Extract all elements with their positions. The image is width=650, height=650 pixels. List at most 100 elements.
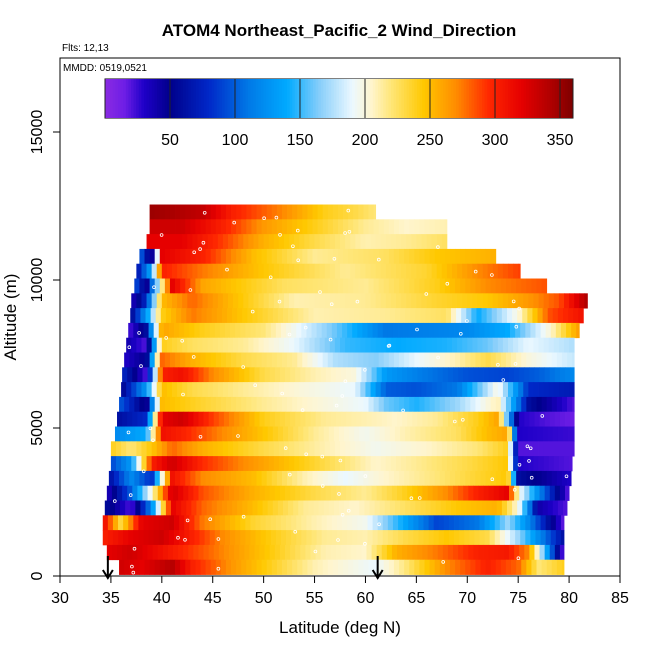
heatmap-cell — [540, 530, 547, 546]
heatmap-cell — [508, 263, 514, 279]
heatmap-cell — [492, 382, 499, 398]
heatmap-cell — [209, 322, 216, 339]
heatmap-cell — [473, 485, 479, 501]
heatmap-cell — [310, 367, 316, 383]
heatmap-cell — [570, 367, 575, 383]
heatmap-cell — [554, 485, 561, 501]
heatmap-cell — [379, 500, 386, 516]
heatmap-cell — [465, 470, 471, 487]
heatmap-cell — [266, 248, 273, 265]
colorbar-swatch — [430, 79, 434, 118]
heatmap-cell — [267, 426, 274, 442]
heatmap-cell — [281, 396, 288, 413]
heatmap-cell — [159, 248, 166, 265]
heatmap-cell — [243, 382, 249, 398]
heatmap-cell — [442, 485, 449, 501]
heatmap-cell — [198, 544, 204, 561]
colorbar-swatch — [105, 79, 109, 118]
heatmap-cell — [378, 278, 385, 294]
heatmap-cell — [278, 456, 285, 472]
heatmap-cell — [130, 426, 136, 442]
heatmap-cell — [188, 485, 194, 501]
heatmap-cell — [235, 515, 241, 531]
heatmap-cell — [389, 308, 396, 324]
heatmap-cell — [280, 322, 287, 339]
heatmap-cell — [298, 500, 304, 516]
heatmap-cell — [180, 204, 186, 220]
heatmap-cell — [306, 322, 312, 339]
heatmap-cell — [195, 559, 201, 575]
heatmap-cell — [275, 515, 282, 531]
observation-point — [346, 208, 351, 213]
heatmap-cell — [537, 308, 544, 324]
observation-point — [164, 336, 169, 340]
observation-point — [332, 256, 337, 261]
heatmap-cell — [511, 470, 517, 487]
heatmap-cell — [317, 352, 324, 368]
heatmap-cell — [383, 559, 390, 575]
heatmap-cell — [434, 470, 441, 487]
heatmap-cell — [346, 411, 352, 427]
heatmap-cell — [129, 352, 135, 368]
heatmap-cell — [470, 278, 476, 294]
heatmap-cell — [130, 500, 136, 516]
heatmap-cell — [308, 308, 314, 324]
heatmap-cell — [309, 293, 315, 309]
heatmap-cell — [469, 515, 475, 531]
heatmap-cell — [360, 456, 366, 472]
heatmap-cell — [341, 411, 347, 427]
heatmap-cell — [365, 263, 371, 279]
colorbar-swatch — [136, 79, 140, 118]
heatmap-cell — [455, 248, 461, 265]
heatmap-cell — [157, 367, 164, 383]
heatmap-cell — [180, 219, 186, 235]
heatmap-cell — [430, 426, 437, 442]
heatmap-cell — [292, 248, 298, 265]
colorbar-swatch — [440, 79, 444, 118]
heatmap-cell — [277, 500, 284, 516]
heatmap-cell — [190, 204, 196, 220]
colorbar-swatch — [227, 79, 231, 118]
heatmap-cell — [424, 470, 430, 487]
heatmap-cell — [354, 308, 360, 324]
heatmap-cell — [471, 308, 477, 324]
heatmap-cell — [225, 204, 232, 220]
heatmap-cell — [423, 515, 429, 531]
heatmap-cell — [383, 278, 390, 294]
heatmap-cell — [235, 530, 241, 546]
heatmap-cell — [332, 204, 339, 220]
heatmap-cell — [314, 382, 321, 398]
heatmap-cell — [273, 263, 280, 279]
colorbar-swatch — [263, 79, 267, 118]
colorbar-tick-label: 50 — [161, 132, 179, 149]
heatmap-cell — [302, 278, 308, 294]
heatmap-cell — [231, 278, 237, 294]
heatmap-cell — [273, 441, 280, 457]
heatmap-cell — [559, 485, 566, 501]
observation-point — [253, 383, 258, 388]
colorbar-swatch — [380, 79, 384, 118]
heatmap-cell — [129, 559, 135, 575]
heatmap-cell — [197, 263, 203, 279]
heatmap-cell — [481, 426, 488, 442]
heatmap-cell — [210, 352, 217, 368]
heatmap-cell — [203, 544, 210, 561]
heatmap-cell — [289, 293, 295, 309]
heatmap-cell — [233, 234, 239, 250]
heatmap-cell — [567, 396, 573, 413]
heatmap-cell — [137, 544, 143, 561]
heatmap-cell — [362, 530, 368, 546]
heatmap-cell — [500, 396, 507, 413]
heatmap-cell — [349, 308, 355, 324]
colorbar-swatch — [331, 79, 335, 118]
heatmap-cell — [255, 530, 261, 546]
heatmap-cell — [146, 234, 153, 250]
heatmap-cell — [189, 322, 195, 339]
heatmap-cell — [439, 470, 446, 487]
heatmap-cell — [220, 470, 227, 487]
heatmap-cell — [431, 263, 438, 279]
heatmap-cell — [205, 396, 212, 413]
heatmap-cell — [446, 337, 453, 353]
heatmap-cell — [192, 456, 198, 472]
colorbar-swatch — [245, 79, 249, 118]
